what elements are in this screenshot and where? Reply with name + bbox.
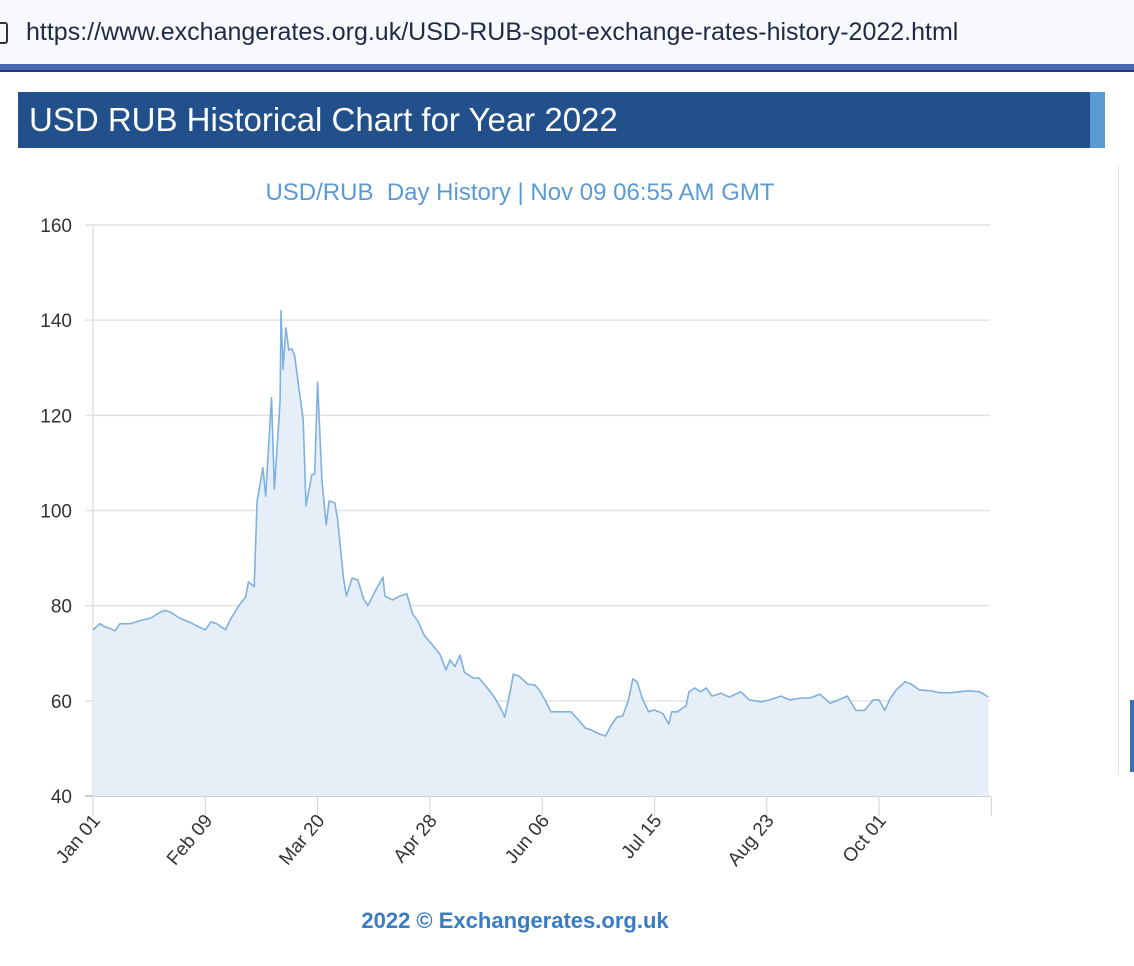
y-tick-label: 120	[40, 406, 72, 427]
y-tick-label: 80	[51, 597, 72, 618]
y-tick-label: 60	[51, 692, 72, 713]
page-title: USD RUB Historical Chart for Year 2022	[29, 101, 618, 138]
browser-address-bar[interactable]: https://www.exchangerates.org.uk/USD-RUB…	[0, 0, 1134, 64]
x-tick-label: Jan 01	[52, 811, 105, 868]
sidebar-divider	[1118, 165, 1119, 775]
y-tick-label: 40	[51, 787, 72, 808]
chart-credit[interactable]: 2022 © Exchangerates.org.uk	[361, 908, 669, 933]
x-tick-label: Jul 15	[618, 811, 667, 863]
lock-icon	[0, 22, 8, 44]
y-tick-label: 160	[40, 216, 72, 237]
title-accent	[1090, 92, 1105, 148]
x-tick-label: Feb 09	[163, 811, 217, 870]
x-tick-label: Jun 06	[501, 811, 554, 868]
sidebar-tab[interactable]	[1130, 700, 1134, 772]
site-top-border	[0, 64, 1134, 72]
x-tick-label: Mar 20	[275, 811, 329, 870]
series-line-usd-rub	[92, 309, 989, 737]
x-tick-label: Apr 28	[390, 811, 442, 867]
chart-title: USD/RUB Day History | Nov 09 06:55 AM GM…	[265, 179, 774, 206]
y-tick-label: 140	[40, 311, 72, 332]
page-title-bar: USD RUB Historical Chart for Year 2022	[18, 92, 1090, 148]
area-fill	[93, 310, 989, 796]
x-tick-label: Oct 01	[839, 811, 891, 867]
x-tick-label: Aug 23	[724, 811, 779, 871]
y-tick-label: 100	[40, 502, 72, 523]
usd-rub-chart: USD/RUB Day History | Nov 09 06:55 AM GM…	[40, 179, 993, 871]
url-text[interactable]: https://www.exchangerates.org.uk/USD-RUB…	[26, 18, 959, 46]
